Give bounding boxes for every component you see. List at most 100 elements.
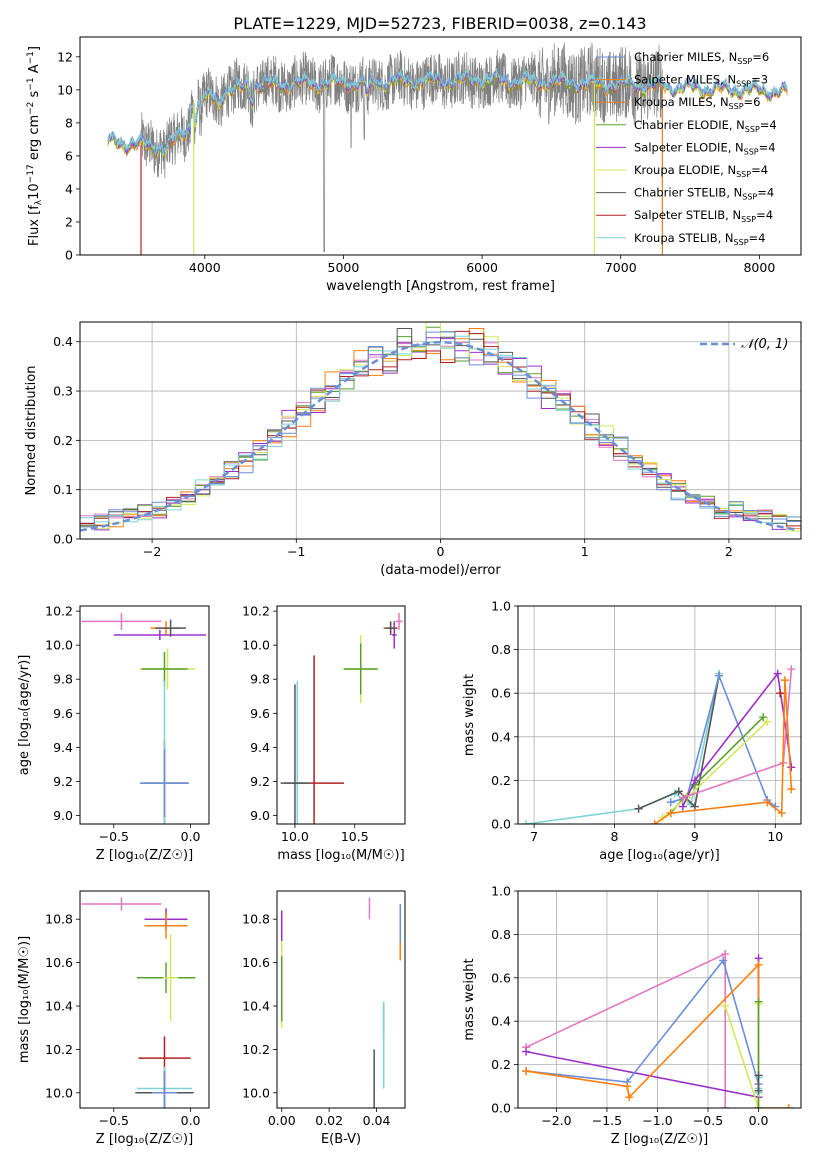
x-tick-label: 5000 <box>328 260 360 275</box>
x-tick-label: 10.0 <box>281 829 309 844</box>
legend-label-name: Kroupa STELIB, N <box>634 231 734 245</box>
y-tick-label: 0.4 <box>491 1014 511 1029</box>
weight-lines <box>522 949 793 1108</box>
x-tick-label: 7000 <box>605 260 637 275</box>
x-tick-label: 2 <box>725 544 733 559</box>
legend-label-name: Chabrier STELIB, N <box>634 186 742 200</box>
x-tick-label: 0.04 <box>363 1113 391 1128</box>
weight-point-marker <box>787 785 796 794</box>
errorbar-marks <box>280 612 403 824</box>
axes-frame <box>517 890 802 1109</box>
y-axis-label: Normed distribution <box>24 366 39 496</box>
y-tick-label: 10.0 <box>242 638 270 653</box>
axes-frame <box>79 36 802 256</box>
weight-lines <box>522 665 796 824</box>
weight-point-marker <box>787 665 796 674</box>
x-tick-label: 7 <box>530 829 538 844</box>
weight-point-marker <box>522 1047 531 1056</box>
weight-point-marker <box>719 956 728 965</box>
x-axis-label: mass [log₁₀(M/M☉)] <box>277 848 404 863</box>
y-tick-label: 10.2 <box>242 604 270 619</box>
weight-point-marker <box>780 676 789 685</box>
legend-label-name: Salpeter STELIB, N <box>634 208 741 222</box>
legend-label-sub: SSP <box>744 147 759 156</box>
y-tick-label: 9.2 <box>250 774 270 789</box>
x-axis-label: Z [log₁₀(Z/Z☉)] <box>96 1132 193 1147</box>
y-tick-label: 0.6 <box>491 970 511 985</box>
weight-point-marker <box>759 713 768 722</box>
y-axis-label-part: ] <box>27 46 42 51</box>
y-axis-label-part: −2 <box>26 102 36 115</box>
legend-label-sub: SSP <box>734 238 749 247</box>
weight-point-marker <box>721 1104 730 1108</box>
y-tick-label: 9.0 <box>250 808 270 823</box>
y-axis-label-part: erg cm <box>27 115 42 164</box>
x-tick-label: −0.5 <box>99 1113 129 1128</box>
legend-label-name: Kroupa ELODIE, N <box>634 163 736 177</box>
legend-label: Salpeter ELODIE, NSSP=4 <box>634 140 776 156</box>
legend-label: 𝒩(0, 1) <box>741 337 788 352</box>
y-tick-label: 0.0 <box>491 1101 511 1116</box>
legend-label: Chabrier STELIB, NSSP=4 <box>634 186 774 202</box>
y-axis-label-part: s <box>27 90 42 101</box>
errorbar-marks <box>280 897 402 1108</box>
y-tick-label: 0.2 <box>491 1057 511 1072</box>
weight-point-marker <box>650 820 659 824</box>
weight-point-marker <box>773 669 782 678</box>
weight-point-marker <box>777 809 786 818</box>
y-tick-label: 12 <box>57 49 73 64</box>
weight-point-marker <box>754 1104 763 1108</box>
weight-point-marker <box>754 997 763 1006</box>
legend-label-value: =4 <box>760 118 777 132</box>
y-tick-label: 10 <box>57 82 73 97</box>
weight-point-marker <box>754 960 763 969</box>
x-tick-label: 0.00 <box>268 1113 296 1128</box>
histogram-step-line <box>80 331 801 528</box>
y-tick-label: 10.8 <box>45 912 73 927</box>
legend-label-sub: SSP <box>736 80 751 89</box>
legend-label-value: =4 <box>756 208 773 222</box>
axes-frame <box>276 890 406 1109</box>
age-vs-mass-panel: 10.0 10.5 9.0 9.2 9.4 9.6 9.8 10.0 10.2 mass [log… <box>242 604 406 863</box>
y-tick-label: 9.8 <box>53 672 73 687</box>
legend-label: Chabrier MILES, NSSP=6 <box>634 50 769 66</box>
legend-label-sub: SSP <box>742 193 757 202</box>
weight-point-marker <box>522 1067 531 1076</box>
y-axis-label: age [log₁₀(age/yr)] <box>17 655 32 776</box>
y-tick-label: 10.0 <box>45 638 73 653</box>
residuals-panel: −2 −1 0 1 2 0.0 0.1 0.2 0.3 0.4 (data-model)/error… <box>24 321 802 578</box>
legend-label-sub: SSP <box>741 215 756 224</box>
x-tick-label: −2.0 <box>541 1113 571 1128</box>
x-tick-label: −0.5 <box>99 829 129 844</box>
legend-label-value: =6 <box>744 95 761 109</box>
x-tick-label: −1 <box>287 544 305 559</box>
weight-point-marker <box>714 671 723 680</box>
legend-label-value: =6 <box>752 50 769 64</box>
weight-point-marker <box>787 763 796 772</box>
legend-label-sub: SSP <box>745 125 760 134</box>
y-tick-label: 10.6 <box>242 955 270 970</box>
legend-label-value: =4 <box>759 140 776 154</box>
x-tick-label: 10 <box>767 829 783 844</box>
legend-label: Chabrier ELODIE, NSSP=4 <box>634 118 777 134</box>
y-tick-label: 0.4 <box>53 334 73 349</box>
y-tick-label: 9.4 <box>53 740 73 755</box>
spectrum-lines <box>107 42 788 255</box>
y-axis-label: mass weight <box>462 674 477 756</box>
y-axis-label-part: −1 <box>26 51 36 64</box>
x-axis-label: (data-model)/error <box>380 563 501 578</box>
age-vs-metallicity-panel: −0.5 0.0 9.0 9.2 9.4 9.6 9.8 10.0 10.2 Z [log₁₀(Z… <box>17 604 210 863</box>
legend-label: Salpeter MILES, NSSP=3 <box>634 73 768 89</box>
y-axis-label-part: λ <box>34 199 44 205</box>
y-tick-label: 0 <box>65 248 73 263</box>
y-axis-label-part: −17 <box>26 164 36 183</box>
histogram-lines <box>80 322 801 532</box>
x-tick-label: 6000 <box>466 260 498 275</box>
x-tick-label: 0.02 <box>315 1113 343 1128</box>
y-tick-label: 9.6 <box>53 706 73 721</box>
histogram-step-line <box>80 335 801 524</box>
weight-point-marker <box>634 804 643 813</box>
y-tick-label: 0.8 <box>491 642 511 657</box>
y-axis-label: Flux [fλ10−17 erg cm−2 s−1 A−1] <box>26 46 44 246</box>
